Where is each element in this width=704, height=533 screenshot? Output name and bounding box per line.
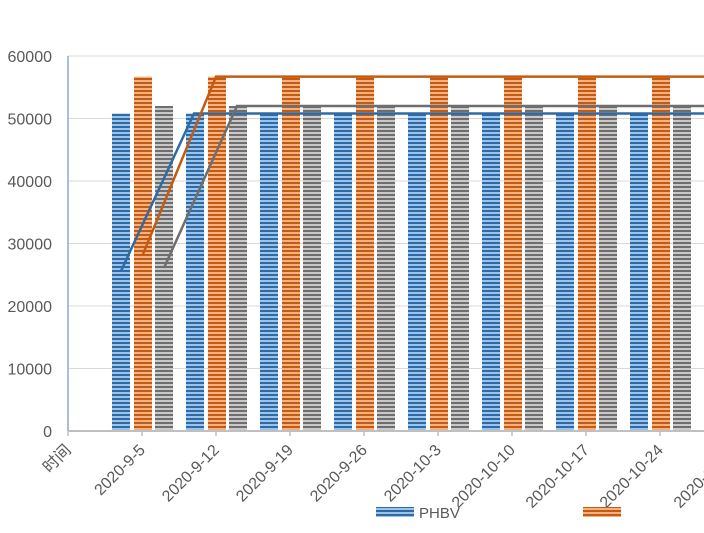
bar-series-0 xyxy=(186,113,204,431)
x-tick-label: 2020-10-17 xyxy=(523,442,593,512)
bar-series-1 xyxy=(208,76,226,431)
y-tick-label: 20000 xyxy=(8,299,53,316)
line-series-0 xyxy=(119,112,704,272)
x-tick-label: 时间 xyxy=(39,441,74,476)
y-tick-label: 30000 xyxy=(8,237,53,254)
x-tick-label: 2020-10-10 xyxy=(449,442,519,512)
x-tick-label: 2020-9-5 xyxy=(92,442,149,499)
bar-series-2 xyxy=(599,106,617,431)
bar-series-1 xyxy=(282,76,300,431)
axes xyxy=(67,56,704,432)
bar-series-2 xyxy=(673,106,691,431)
x-tick-label: 2020-9-19 xyxy=(233,442,297,506)
bar-series-1 xyxy=(578,76,596,431)
bar-series-0 xyxy=(334,113,352,431)
bar-series-1 xyxy=(356,76,374,431)
legend-swatch xyxy=(583,507,621,517)
y-tick-label: 50000 xyxy=(8,112,53,129)
bars xyxy=(112,76,691,431)
bar-series-0 xyxy=(408,113,426,431)
bar-series-2 xyxy=(525,106,543,431)
bar-series-1 xyxy=(504,76,522,431)
x-tick-label: 2020-9-12 xyxy=(159,442,223,506)
bar-series-0 xyxy=(630,113,648,431)
bar-series-2 xyxy=(155,106,173,431)
y-axis-ticks: 0 10000 20000 30000 40000 50000 60000 xyxy=(8,49,53,441)
bar-series-2 xyxy=(229,106,247,431)
bar-series-2 xyxy=(377,106,395,431)
y-tick-label: 60000 xyxy=(8,49,53,66)
bar-series-0 xyxy=(112,113,130,431)
bar-series-1 xyxy=(430,76,448,431)
legend-label: PHBV xyxy=(419,505,460,522)
bar-series-0 xyxy=(260,113,278,431)
y-tick-label: 0 xyxy=(43,424,52,441)
x-tick-label: 2020-9-26 xyxy=(307,442,371,506)
y-tick-label: 10000 xyxy=(8,362,53,379)
line-series-2 xyxy=(162,104,704,269)
legend-swatch xyxy=(376,507,414,517)
y-tick-label: 40000 xyxy=(8,174,53,191)
line-series-1 xyxy=(141,75,704,255)
bar-series-0 xyxy=(482,113,500,431)
x-axis-ticks: 时间 2020-9-5 2020-9-12 2020-9-19 2020-9-26 202… xyxy=(39,431,704,512)
x-tick-label: 2020-10-24 xyxy=(597,442,667,512)
lines xyxy=(119,75,704,272)
bar-series-0 xyxy=(556,113,574,431)
bar-series-1 xyxy=(652,76,670,431)
bar-series-2 xyxy=(303,106,321,431)
legend: PHBV xyxy=(376,505,621,522)
bar-series-2 xyxy=(451,106,469,431)
x-tick-label: 2020-10-31 xyxy=(671,442,704,512)
x-tick-label: 2020-10-3 xyxy=(381,442,445,506)
